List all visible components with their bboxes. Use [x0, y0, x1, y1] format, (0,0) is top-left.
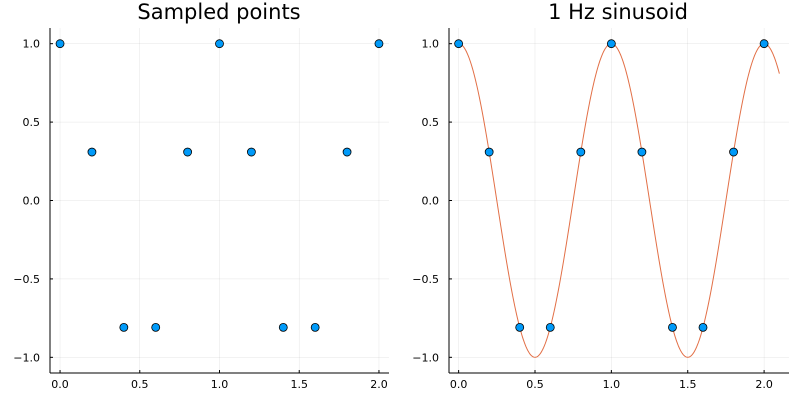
grid: [50, 28, 389, 373]
data-point: [55, 39, 65, 49]
data-point: [698, 322, 708, 332]
marks: [55, 39, 384, 332]
data-point: [515, 322, 525, 332]
data-point: [310, 322, 320, 332]
data-point: [183, 147, 193, 157]
x-tick-label: 0.0: [51, 378, 69, 391]
grid: [449, 28, 789, 373]
data-point: [374, 39, 384, 49]
x-tick-label: 0.0: [450, 378, 468, 391]
right-chart-panel: 1 Hz sinusoid 0.0 0.5 1.0 1.5 2.0−1.0−0.50.0…: [412, 0, 789, 391]
data-point: [342, 147, 352, 157]
chart-title: 1 Hz sinusoid: [548, 0, 688, 24]
y-tick-label: −0.5: [412, 273, 439, 286]
marks: [454, 39, 780, 358]
y-tick-label: −1.0: [412, 351, 439, 364]
x-tick-label: 0.5: [526, 378, 544, 391]
data-point: [637, 147, 647, 157]
data-point: [668, 322, 677, 332]
data-point: [576, 147, 586, 157]
ticks: 0.0 0.5 1.0 1.5 2.0 −1.0 −0.5 0.0 0.5 1.0: [412, 38, 773, 391]
x-tick-label: 1.5: [679, 378, 697, 391]
x-tick-label: 0.5: [131, 378, 149, 391]
sinusoid-line: [458, 43, 780, 358]
data-point: [151, 322, 161, 332]
data-point: [246, 147, 256, 157]
data-point: [278, 322, 288, 332]
chart-title: Sampled points: [137, 0, 300, 24]
y-tick-label: 0.5: [23, 116, 41, 129]
data-point: [729, 147, 738, 157]
y-tick-label: 0.0: [422, 195, 440, 208]
y-tick-label: 0.5: [422, 116, 440, 129]
data-point: [759, 39, 769, 49]
data-point: [606, 39, 616, 49]
y-tick-label: −0.5: [13, 273, 40, 286]
x-tick-label: 1.0: [603, 378, 621, 391]
x-tick-label: 2.0: [755, 378, 773, 391]
x-tick-label: 2.0: [370, 378, 388, 391]
y-tick-label: 0.0: [23, 195, 41, 208]
y-tick-label: 1.0: [422, 38, 440, 51]
data-point: [119, 322, 129, 332]
data-point: [215, 39, 224, 49]
data-point: [484, 147, 494, 157]
y-tick-label: 1.0: [23, 38, 41, 51]
data-point: [87, 147, 97, 157]
y-tick-label: −1.0: [13, 351, 40, 364]
x-tick-label: 1.0: [211, 378, 229, 391]
data-point: [454, 39, 464, 49]
left-chart-panel: Sampled points 0.0 0.5 1.0 1.5 2.0−1.0−0.50.…: [13, 0, 389, 391]
ticks: 0.0 0.5 1.0 1.5 2.0 −1.0 −0.5 0.0 0.5 1.0: [13, 38, 387, 391]
data-point: [545, 322, 555, 332]
x-tick-label: 1.5: [290, 378, 308, 391]
